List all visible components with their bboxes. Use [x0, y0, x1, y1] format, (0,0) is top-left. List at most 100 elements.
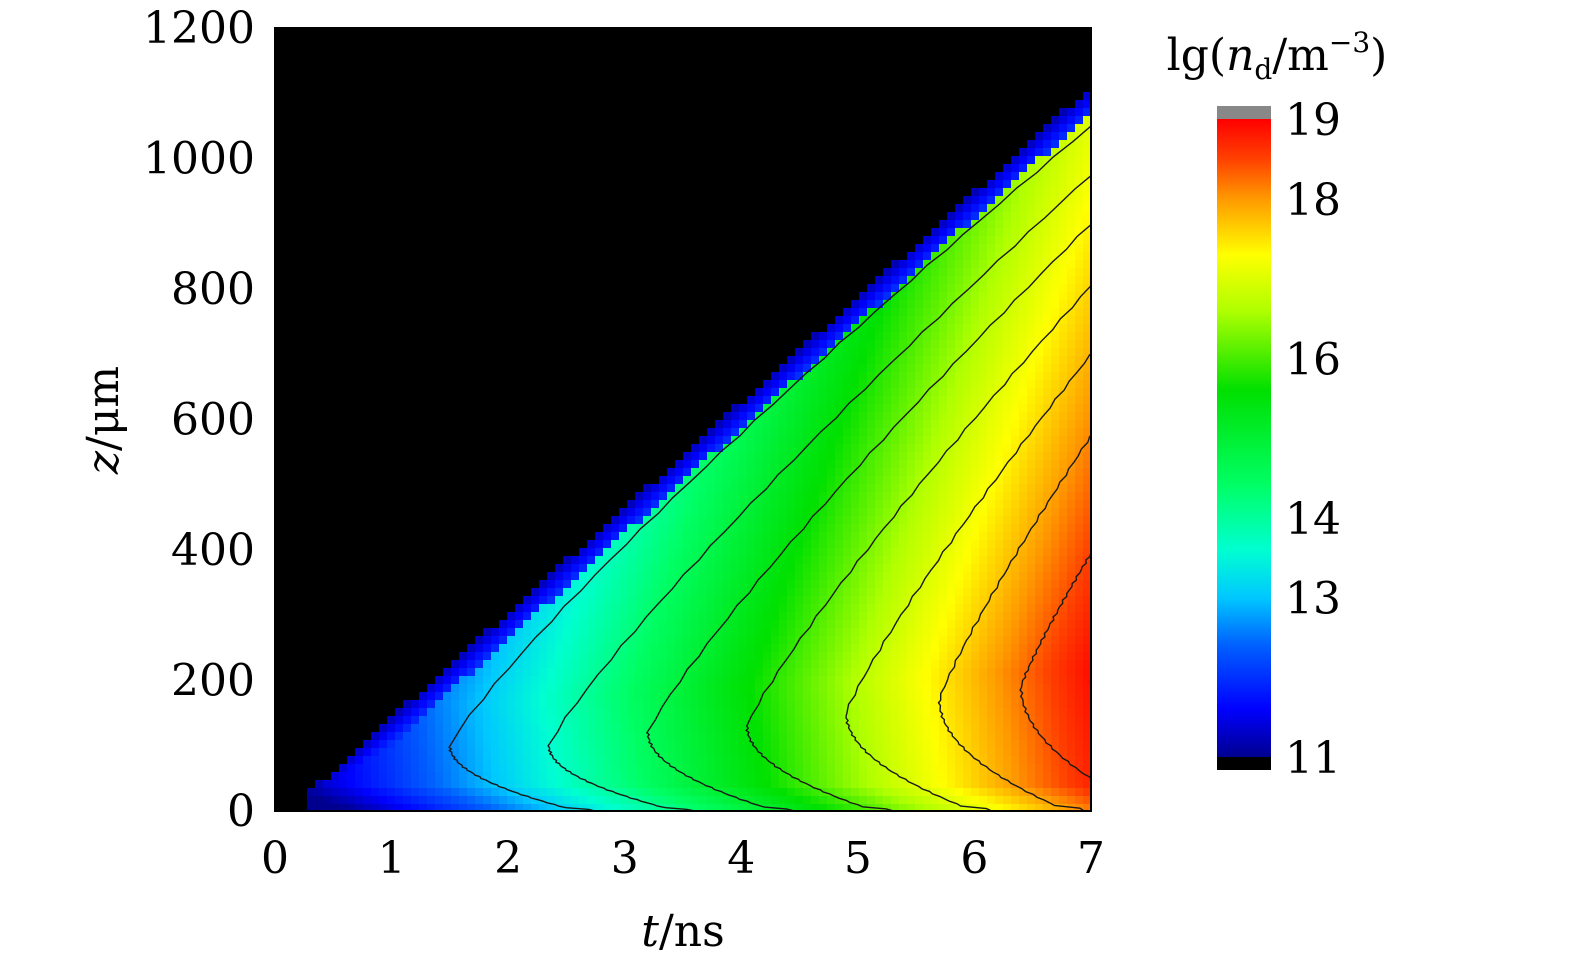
heatmap-cell — [891, 460, 900, 469]
heatmap-cell — [571, 572, 580, 581]
heatmap-cell — [851, 508, 860, 517]
heatmap-cell — [979, 348, 988, 357]
heatmap-cell — [1043, 268, 1052, 277]
heatmap-cell — [1027, 564, 1036, 573]
heatmap-cell — [987, 204, 996, 213]
heatmap-cell — [875, 524, 884, 533]
heatmap-cell — [907, 676, 916, 685]
heatmap-cell — [339, 764, 348, 773]
heatmap-cell — [523, 748, 532, 757]
heatmap-cell — [923, 604, 932, 613]
heatmap-cell — [1011, 332, 1020, 341]
heatmap-cell — [979, 372, 988, 381]
y-tick-label: 800 — [171, 264, 255, 315]
heatmap-cell — [1027, 668, 1036, 677]
heatmap-cell — [1059, 588, 1068, 597]
heatmap-cell — [859, 676, 868, 685]
heatmap-cell — [683, 580, 692, 589]
heatmap-cell — [715, 708, 724, 717]
heatmap-cell — [1003, 668, 1012, 677]
heatmap-cell — [643, 636, 652, 645]
heatmap-cell — [1067, 684, 1076, 693]
heatmap-cell — [547, 780, 556, 789]
heatmap-cell — [539, 612, 548, 621]
heatmap-cell — [859, 516, 868, 525]
heatmap-cell — [1027, 636, 1036, 645]
heatmap-cell — [1051, 724, 1060, 733]
heatmap-cell — [779, 564, 788, 573]
heatmap-cell — [835, 316, 844, 325]
heatmap-cell — [483, 708, 492, 717]
heatmap-cell — [955, 332, 964, 341]
heatmap-cell — [955, 660, 964, 669]
heatmap-cell — [371, 780, 380, 789]
heatmap-cell — [955, 628, 964, 637]
heatmap-cell — [867, 620, 876, 629]
heatmap-cell — [795, 772, 804, 781]
heatmap-cell — [691, 444, 700, 453]
heatmap-cell — [1043, 636, 1052, 645]
heatmap-cell — [691, 756, 700, 765]
heatmap-cell — [707, 596, 716, 605]
heatmap-cell — [547, 796, 556, 805]
heatmap-cell — [1011, 796, 1020, 805]
heatmap-cell — [803, 796, 812, 805]
heatmap-cell — [811, 428, 820, 437]
heatmap-cell — [451, 700, 460, 709]
heatmap-cell — [795, 588, 804, 597]
heatmap-cell — [459, 660, 468, 669]
heatmap-cell — [403, 740, 412, 749]
heatmap-cell — [579, 660, 588, 669]
heatmap-cell — [1051, 180, 1060, 189]
heatmap-cell — [971, 324, 980, 333]
heatmap-cell — [971, 708, 980, 717]
heatmap-cell — [939, 564, 948, 573]
heatmap-cell — [811, 516, 820, 525]
heatmap-cell — [1043, 124, 1052, 133]
heatmap-cell — [811, 708, 820, 717]
heatmap-cell — [667, 644, 676, 653]
heatmap-cell — [699, 692, 708, 701]
heatmap-cell — [1083, 316, 1091, 325]
heatmap-cell — [523, 700, 532, 709]
heatmap-cell — [987, 708, 996, 717]
heatmap-cell — [627, 700, 636, 709]
heatmap-cell — [1043, 596, 1052, 605]
heatmap-cell — [715, 756, 724, 765]
heatmap-cell — [747, 460, 756, 469]
heatmap-cell — [1059, 404, 1068, 413]
heatmap-cell — [1067, 516, 1076, 525]
heatmap-cell — [1075, 572, 1084, 581]
heatmap-cell — [739, 748, 748, 757]
heatmap-cell — [1067, 196, 1076, 205]
heatmap-cell — [763, 452, 772, 461]
heatmap-cell — [827, 324, 836, 333]
heatmap-cell — [1059, 180, 1068, 189]
x-tick-label: 4 — [727, 833, 755, 884]
heatmap-cell — [907, 436, 916, 445]
heatmap-cell — [851, 420, 860, 429]
contour-line — [645, 223, 1091, 811]
heatmap-cell — [891, 748, 900, 757]
heatmap-cell — [1003, 636, 1012, 645]
heatmap-cell — [1027, 748, 1036, 757]
heatmap-cell — [603, 692, 612, 701]
heatmap-cell — [963, 220, 972, 229]
heatmap-cell — [387, 756, 396, 765]
heatmap-cell — [979, 556, 988, 565]
heatmap-cell — [947, 804, 956, 811]
heatmap-cell — [1083, 700, 1091, 709]
heatmap-cell — [907, 716, 916, 725]
heatmap-cell — [683, 636, 692, 645]
heatmap-cell — [1075, 388, 1084, 397]
heatmap-cell — [427, 788, 436, 797]
heatmap-cell — [659, 668, 668, 677]
heatmap-cell — [723, 564, 732, 573]
heatmap-cell — [1059, 620, 1068, 629]
heatmap-cell — [539, 644, 548, 653]
heatmap-cell — [611, 596, 620, 605]
heatmap-cell — [483, 652, 492, 661]
heatmap-cell — [779, 788, 788, 797]
heatmap-cell — [867, 700, 876, 709]
heatmap-cell — [683, 700, 692, 709]
